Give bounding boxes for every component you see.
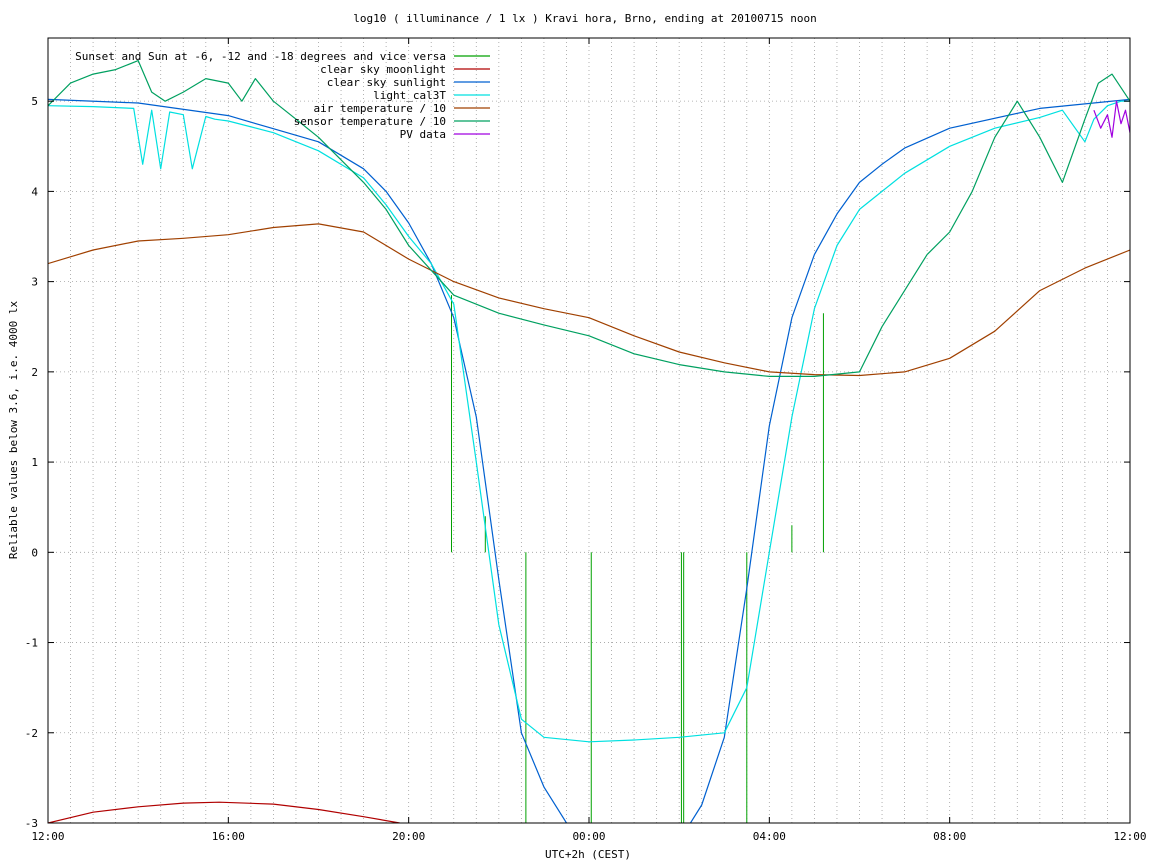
grid [48,38,1130,823]
x-tick-label: 20:00 [392,830,425,843]
y-axis-label: Reliable values below 3.6, i.e. 4000 lx [7,300,20,559]
y-tick-label: 2 [31,366,38,379]
series-light-cal3t [48,100,1130,743]
chart-title: log10 ( illuminance / 1 lx ) Kravi hora,… [353,12,817,25]
y-tick-label: 3 [31,276,38,289]
legend: Sunset and Sun at -6, -12 and -18 degree… [75,50,490,141]
legend-entry-pv-data: PV data [400,128,446,141]
x-tick-label: 12:00 [31,830,64,843]
series-air-temperature-10 [48,223,1130,377]
axis-ticks: -3 -2 -1 0 1 2 3 4 5 12:00 16:00 20:00 00:00 04:00 08:… [25,38,1147,843]
y-tick-label: 4 [31,185,38,198]
y-tick-label: -2 [25,727,38,740]
y-tick-label: 1 [31,456,38,469]
y-tick-label: 5 [31,95,38,108]
legend-entry-sensor-temperature-10: sensor temperature / 10 [294,115,446,128]
legend-entry-sunset-and-sun-at-6-12-and-18-degrees-and-vice-versa: Sunset and Sun at -6, -12 and -18 degree… [75,50,446,63]
y-tick-label: 0 [31,546,38,559]
legend-entry-clear-sky-sunlight: clear sky sunlight [327,76,446,89]
x-tick-label: 16:00 [212,830,245,843]
series-sensor-temperature-10 [48,59,1130,377]
legend-entry-clear-sky-moonlight: clear sky moonlight [320,63,446,76]
x-axis-label: UTC+2h (CEST) [545,848,631,861]
y-tick-label: -1 [25,637,38,650]
series-clear-sky-moonlight [48,801,400,823]
x-tick-label: 08:00 [933,830,966,843]
series-clear-sky-sunlight [48,98,1130,823]
legend-entry-light-cal3t: light_cal3T [373,89,446,102]
legend-entry-air-temperature-10: air temperature / 10 [314,102,446,115]
y-tick-label: -3 [25,817,38,830]
x-tick-label: 12:00 [1113,830,1146,843]
plot-area [48,59,1130,823]
series-pv-data [1093,100,1130,138]
x-tick-label: 04:00 [753,830,786,843]
x-tick-label: 00:00 [572,830,605,843]
